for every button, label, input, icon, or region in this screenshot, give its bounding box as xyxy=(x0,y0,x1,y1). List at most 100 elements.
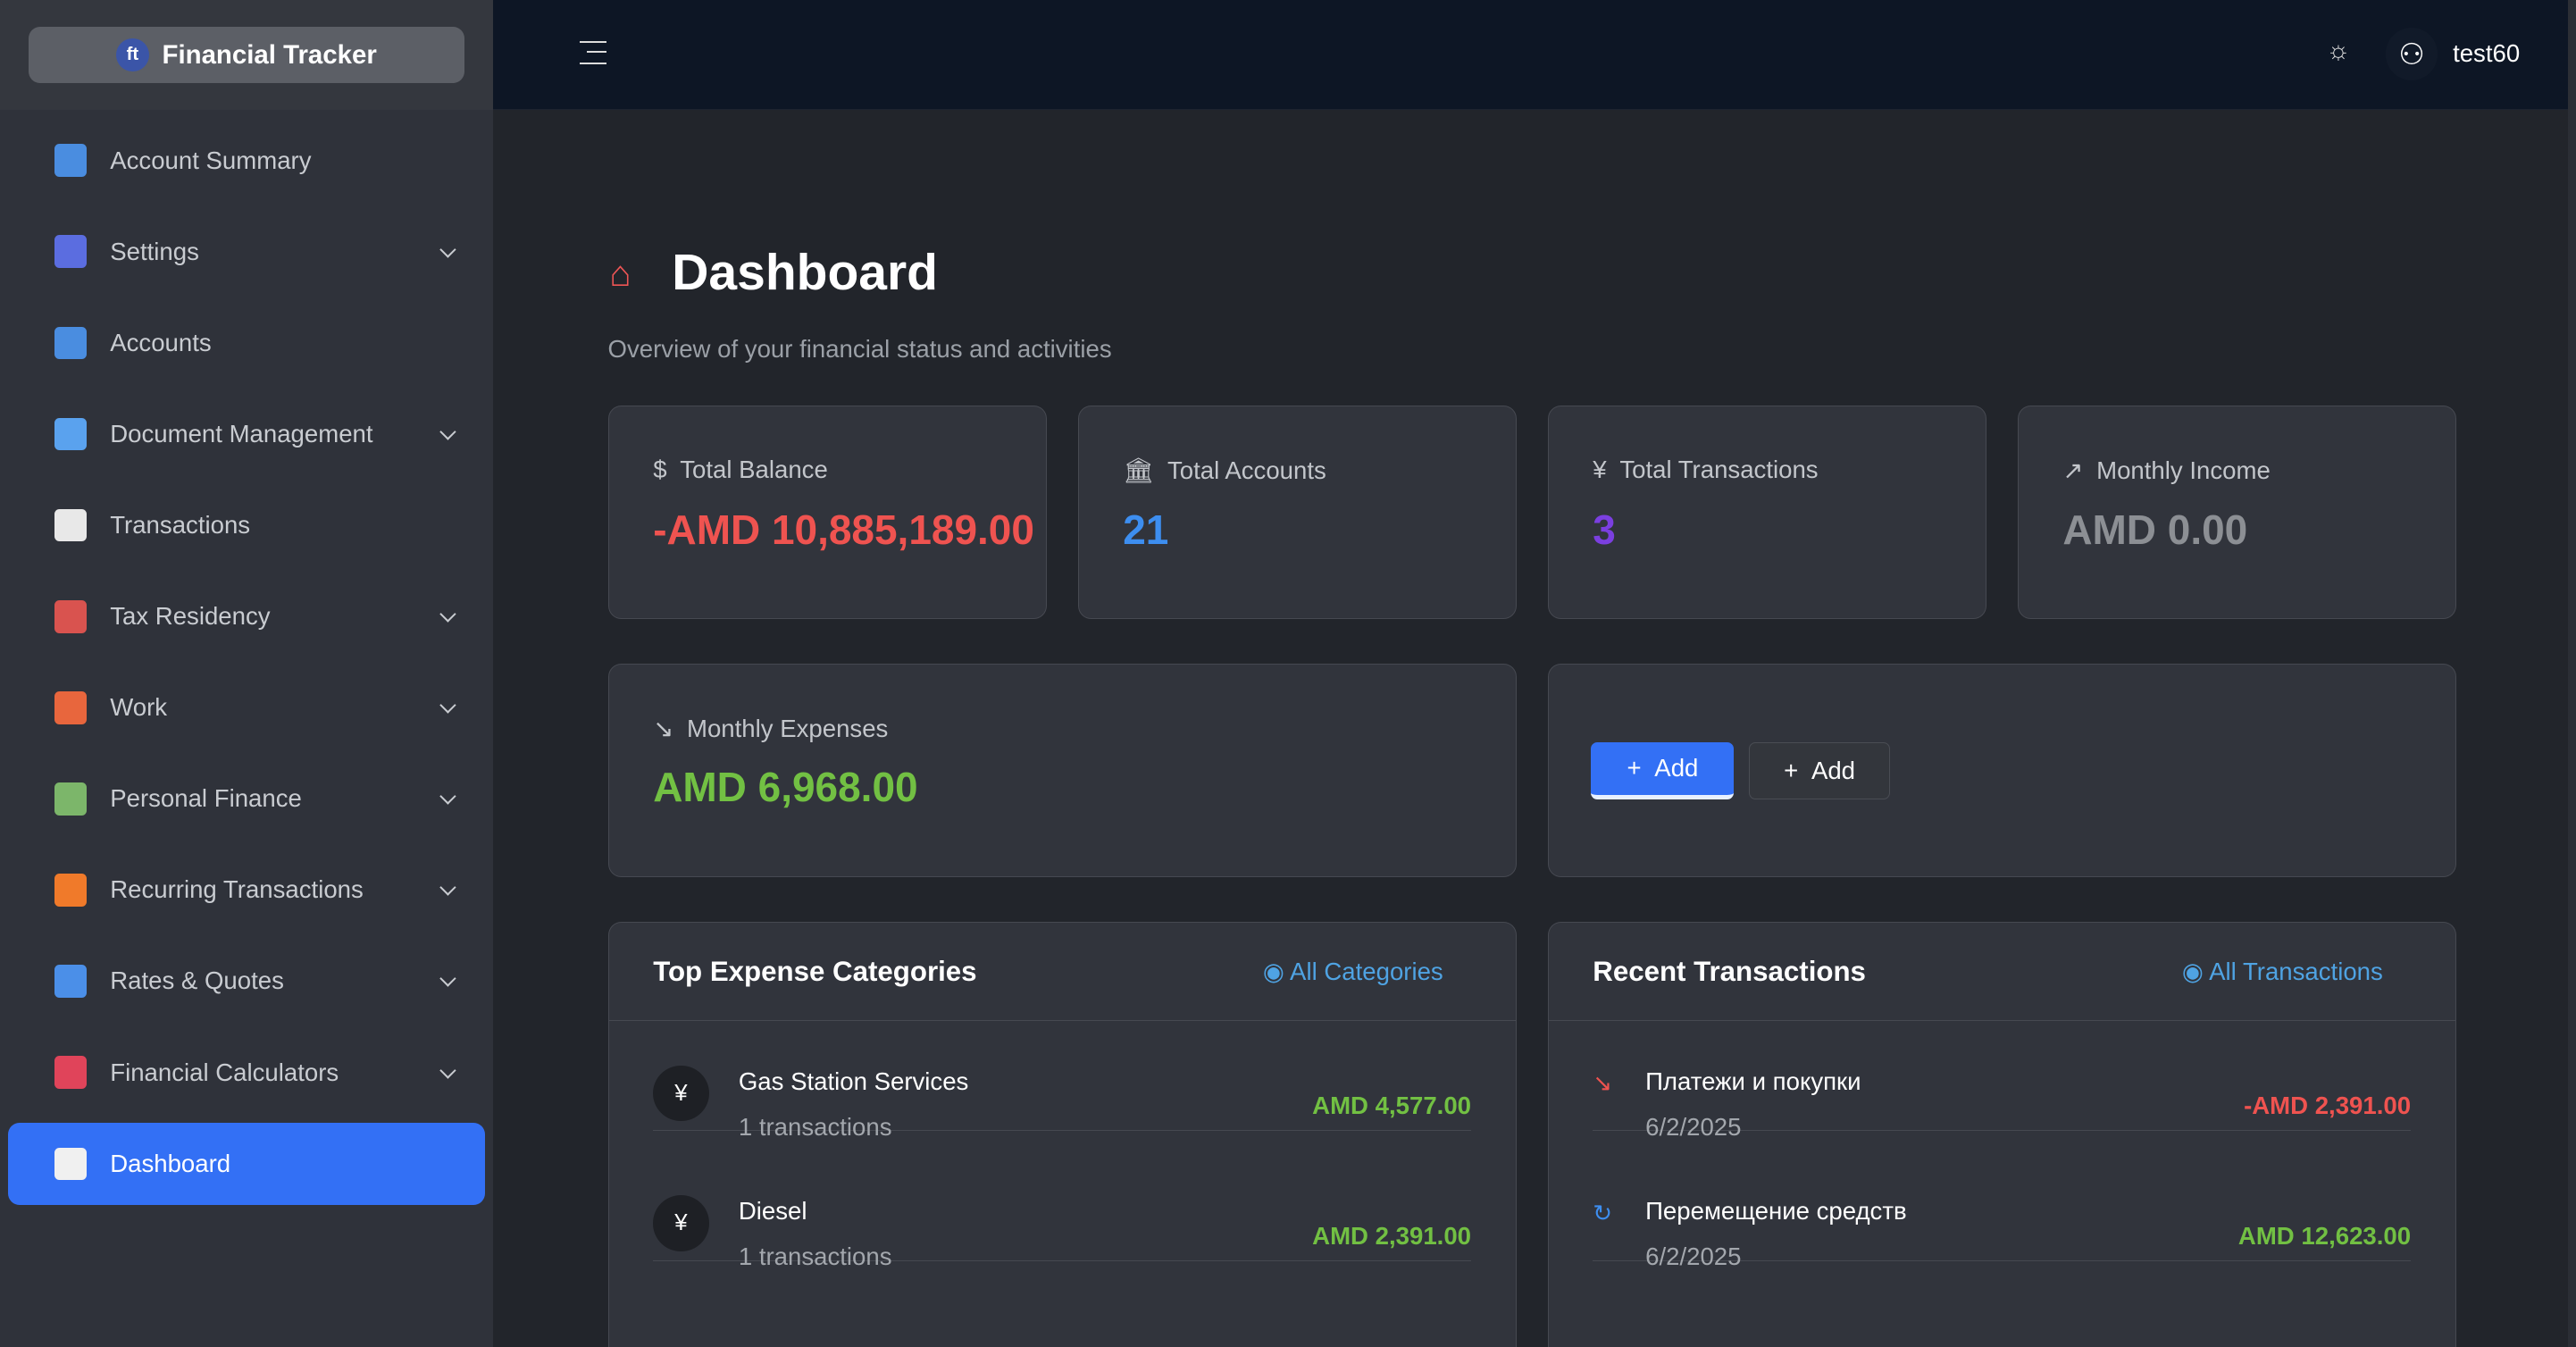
sidebar-item-label: Dashboard xyxy=(110,1150,231,1178)
trend-down-icon: ↘ xyxy=(653,715,674,743)
add-primary-button[interactable]: + Add xyxy=(1591,741,1735,799)
button-label: Add xyxy=(1654,754,1699,782)
sidebar-item-document-management[interactable]: Document Management xyxy=(0,389,493,480)
sidebar-item-rates-quotes[interactable]: Rates & Quotes xyxy=(0,935,493,1026)
link-label: All Categories xyxy=(1290,958,1443,986)
sidebar: ft Financial Tracker Account Summary Sett… xyxy=(0,0,493,1347)
bank-icon: 🏛 xyxy=(1123,456,1155,485)
sidebar-item-label: Rates & Quotes xyxy=(110,966,284,995)
chevron-down-icon[interactable] xyxy=(439,606,456,623)
card-label: Total Balance xyxy=(680,456,828,484)
transaction-date: 6/2/2025 xyxy=(1645,1113,1742,1142)
monthly-expenses-card: ↘ Monthly Expenses AMD 6,968.00 xyxy=(607,664,1517,878)
card-value: AMD 6,968.00 xyxy=(653,764,918,811)
sidebar-item-label: Financial Calculators xyxy=(110,1058,339,1086)
category-amount: AMD 4,577.00 xyxy=(1312,1092,1471,1120)
currency-exchange-icon: ¥ xyxy=(653,1065,709,1122)
all-categories-link[interactable]: ◉ All Categories xyxy=(1263,957,1443,986)
category-name: Diesel xyxy=(738,1196,807,1225)
page-title: Dashboard xyxy=(672,244,938,302)
dollar-circle-icon: $ xyxy=(653,456,667,484)
category-count: 1 transactions xyxy=(738,1113,892,1142)
category-amount: AMD 2,391.00 xyxy=(1312,1221,1471,1250)
sidebar-item-label: Settings xyxy=(110,237,199,265)
plus-icon: + xyxy=(1784,756,1799,784)
sidebar-item-label: Account Summary xyxy=(110,146,312,174)
transfer-icon: ↻ xyxy=(1593,1201,1612,1226)
currency-exchange-icon: ¥ xyxy=(653,1195,709,1251)
quick-actions-card: + Add + Add xyxy=(1547,664,2456,878)
sidebar-item-recurring-transactions[interactable]: Recurring Transactions xyxy=(0,844,493,935)
user-avatar-icon[interactable]: ⚇ xyxy=(2385,28,2438,81)
transaction-amount: -AMD 2,391.00 xyxy=(2244,1092,2412,1120)
sidebar-item-accounts[interactable]: Accounts xyxy=(0,297,493,389)
category-name: Gas Station Services xyxy=(738,1067,969,1095)
menu-toggle-icon[interactable] xyxy=(580,40,607,64)
chevron-down-icon[interactable] xyxy=(439,241,456,258)
chevron-down-icon[interactable] xyxy=(439,697,456,714)
chevron-down-icon[interactable] xyxy=(439,788,456,805)
chevron-down-icon[interactable] xyxy=(439,970,456,988)
card-value: 3 xyxy=(1593,506,1616,553)
top-expense-categories-panel: Top Expense Categories ◉ All Categories … xyxy=(607,921,1517,1347)
sidebar-item-label: Work xyxy=(110,693,168,722)
theme-toggle-sun-icon[interactable]: ☼ xyxy=(2326,36,2351,66)
topbar: ☼ ⚇ test60 xyxy=(492,0,2576,111)
trend-up-icon: ↗ xyxy=(2062,456,2084,485)
sidebar-item-tax-residency[interactable]: Tax Residency xyxy=(0,571,493,662)
eye-icon: ◉ xyxy=(1262,958,1291,986)
person-icon xyxy=(54,599,88,633)
all-transactions-link[interactable]: ◉ All Transactions xyxy=(2182,957,2383,986)
area-chart-icon xyxy=(54,965,88,998)
page-subtitle: Overview of your financial status and ac… xyxy=(607,335,1112,364)
card-value: -AMD 10,885,189.00 xyxy=(653,506,1034,553)
category-count: 1 transactions xyxy=(738,1242,892,1271)
panel-title: Top Expense Categories xyxy=(653,955,977,987)
recent-transactions-panel: Recent Transactions ◉ All Transactions ↘… xyxy=(1547,921,2456,1347)
plus-icon: + xyxy=(1627,754,1642,782)
home-icon: ⌂ xyxy=(609,253,631,295)
chevron-down-icon[interactable] xyxy=(439,1061,456,1079)
sidebar-item-label: Accounts xyxy=(110,328,212,356)
transaction-amount: AMD 12,623.00 xyxy=(2237,1221,2412,1250)
sidebar-item-work[interactable]: Work xyxy=(0,662,493,753)
briefcase-icon xyxy=(54,690,88,724)
sidebar-item-settings[interactable]: Settings xyxy=(0,206,493,297)
workflow-icon xyxy=(54,235,88,269)
sidebar-item-label: Tax Residency xyxy=(110,602,271,631)
category-row[interactable]: ¥ Diesel 1 transactions AMD 2,391.00 xyxy=(653,1131,1471,1270)
app-logo-button[interactable]: ft Financial Tracker xyxy=(29,27,464,83)
sidebar-item-transactions[interactable]: Transactions xyxy=(0,480,493,571)
account-summary-icon xyxy=(54,144,88,178)
card-label: Total Transactions xyxy=(1619,456,1819,484)
sidebar-item-label: Document Management xyxy=(110,420,373,448)
category-row[interactable]: ¥ Gas Station Services 1 transactions AMD 4… xyxy=(653,1001,1471,1141)
transaction-name: Платежи и покупки xyxy=(1645,1067,1861,1095)
sidebar-nav: Account Summary Settings Accounts Document … xyxy=(0,115,493,1206)
sidebar-item-label: Personal Finance xyxy=(110,784,302,813)
link-label: All Transactions xyxy=(2209,958,2383,986)
page-scrollbar[interactable] xyxy=(2567,0,2576,1347)
card-label: Monthly Expenses xyxy=(687,714,889,742)
username[interactable]: test60 xyxy=(2453,39,2521,68)
panel-title: Recent Transactions xyxy=(1593,955,1866,987)
sidebar-item-account-summary[interactable]: Account Summary xyxy=(0,115,493,206)
sidebar-item-financial-calculators[interactable]: Financial Calculators xyxy=(0,1027,493,1118)
accounts-icon xyxy=(54,326,88,360)
card-value: 21 xyxy=(1123,506,1169,553)
sidebar-item-dashboard[interactable]: Dashboard xyxy=(8,1123,485,1206)
sidebar-item-personal-finance[interactable]: Personal Finance xyxy=(0,753,493,844)
sidebar-header: ft Financial Tracker xyxy=(0,0,493,111)
chevron-down-icon[interactable] xyxy=(439,423,456,440)
transaction-row[interactable]: ↻ Перемещение средств 6/2/2025 AMD 12,623.0… xyxy=(1593,1131,2412,1270)
card-value: AMD 0.00 xyxy=(2062,506,2248,553)
transaction-date: 6/2/2025 xyxy=(1645,1242,1742,1271)
stat-card: ↗ Monthly Income AMD 0.00 xyxy=(2017,406,2456,620)
expense-icon: ↘ xyxy=(1593,1071,1612,1097)
transaction-row[interactable]: ↘ Платежи и покупки 6/2/2025 -AMD 2,391.00 xyxy=(1593,1001,2412,1141)
chevron-down-icon[interactable] xyxy=(439,879,456,896)
add-secondary-button[interactable]: + Add xyxy=(1749,741,1891,799)
app-title: Financial Tracker xyxy=(162,39,377,70)
button-label: Add xyxy=(1811,756,1856,784)
